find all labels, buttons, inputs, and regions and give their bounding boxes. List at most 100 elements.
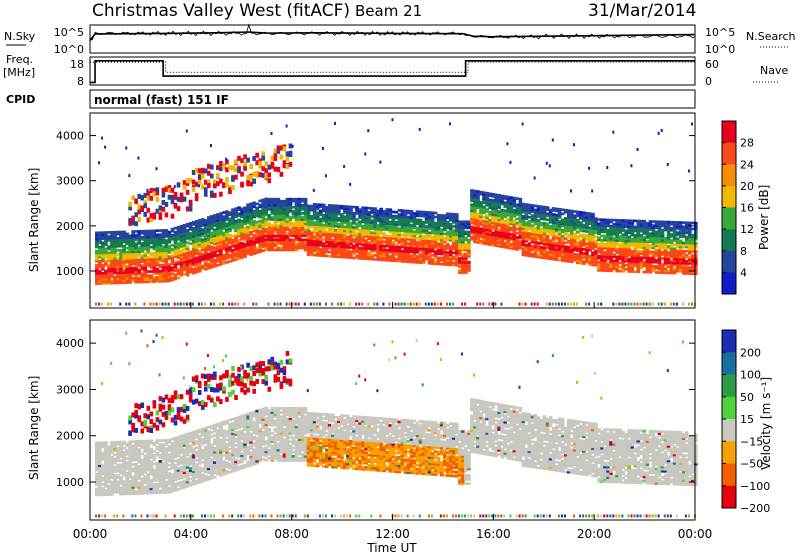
range-cell	[560, 242, 565, 246]
range-cell	[349, 205, 353, 209]
range-cell	[657, 254, 662, 258]
range-cell	[681, 263, 686, 267]
range-cell	[237, 206, 241, 210]
range-cell	[582, 223, 586, 227]
range-cell	[143, 268, 148, 272]
range-cell	[436, 232, 441, 235]
range-cell	[379, 221, 384, 225]
range-cell	[388, 257, 393, 260]
range-cell	[149, 274, 154, 277]
range-cell	[624, 229, 629, 233]
range-cell	[497, 198, 501, 201]
range-cell	[219, 191, 223, 197]
range-cell	[318, 209, 323, 213]
range-cell	[255, 202, 259, 206]
range-cell	[451, 231, 456, 234]
range-cell	[194, 258, 199, 262]
range-cell	[600, 228, 604, 232]
range-cell	[340, 231, 344, 234]
range-cell	[119, 259, 123, 262]
range-cell	[152, 266, 157, 269]
range-cell	[134, 234, 138, 237]
range-cell	[134, 280, 138, 284]
range-cell	[170, 229, 175, 233]
range-cell	[206, 226, 211, 229]
range-cell	[101, 233, 105, 236]
range-cell	[216, 181, 220, 187]
range-cell	[406, 242, 411, 245]
range-cell	[409, 244, 414, 248]
range-cell	[527, 203, 532, 207]
range-cell	[330, 218, 335, 222]
range-cell	[182, 254, 187, 258]
range-cell	[164, 263, 169, 267]
range-cell	[122, 240, 126, 244]
range-cell	[588, 230, 592, 234]
range-cell	[521, 221, 526, 224]
range-cell	[630, 233, 635, 237]
range-cell	[213, 246, 217, 250]
range-cell	[240, 207, 244, 211]
range-cell	[200, 224, 205, 227]
range-cell	[182, 262, 187, 266]
range-cell	[548, 247, 553, 250]
range-cell	[633, 264, 638, 267]
range-cell	[651, 264, 656, 268]
range-cell	[182, 238, 187, 241]
range-cell	[669, 233, 674, 236]
range-cell	[209, 257, 214, 261]
range-cell	[228, 189, 232, 195]
range-cell	[455, 227, 459, 231]
range-cell	[243, 238, 247, 242]
range-cell	[388, 246, 393, 250]
range-cell	[122, 250, 126, 254]
freq-label: Freq.	[6, 53, 33, 66]
range-cell	[270, 230, 275, 233]
range-cell	[373, 245, 377, 249]
range-cell	[497, 206, 501, 209]
range-cell	[603, 218, 607, 222]
range-cell	[648, 266, 653, 270]
range-cell	[288, 230, 293, 233]
range-cell	[533, 255, 538, 258]
range-cell	[237, 208, 241, 212]
range-cell	[470, 191, 474, 194]
range-cell	[509, 210, 514, 214]
range-cell	[491, 221, 495, 225]
range-cell	[494, 226, 498, 229]
range-cell	[349, 240, 353, 243]
range-cell	[119, 257, 123, 260]
range-cell	[194, 222, 199, 225]
range-cell	[119, 248, 123, 252]
range-cell	[104, 255, 108, 259]
range-cell	[191, 257, 196, 261]
range-cell	[639, 219, 644, 223]
range-cell	[418, 234, 423, 238]
range-cell	[633, 243, 638, 247]
range-cell	[131, 272, 135, 276]
range-cell	[448, 251, 453, 254]
range-cell	[591, 239, 595, 242]
range-cell	[321, 244, 326, 247]
range-cell	[206, 240, 211, 244]
range-cell	[621, 259, 626, 263]
range-cell	[588, 216, 592, 220]
range-cell	[203, 302, 206, 306]
range-cell	[324, 218, 329, 221]
range-cell	[406, 252, 411, 255]
range-cell	[539, 223, 544, 227]
range-cell	[675, 223, 680, 226]
range-cell	[146, 262, 151, 265]
range-cell	[179, 243, 184, 246]
range-cell	[258, 199, 263, 203]
range-cell	[594, 245, 598, 249]
range-cell	[167, 275, 172, 279]
range-cell	[200, 228, 205, 231]
range-cell	[424, 247, 429, 251]
range-cell	[113, 243, 117, 246]
range-cell	[560, 208, 565, 212]
range-cell	[615, 241, 619, 244]
range-cell	[633, 227, 638, 231]
range-cell	[234, 250, 238, 253]
range-cell	[415, 242, 420, 246]
